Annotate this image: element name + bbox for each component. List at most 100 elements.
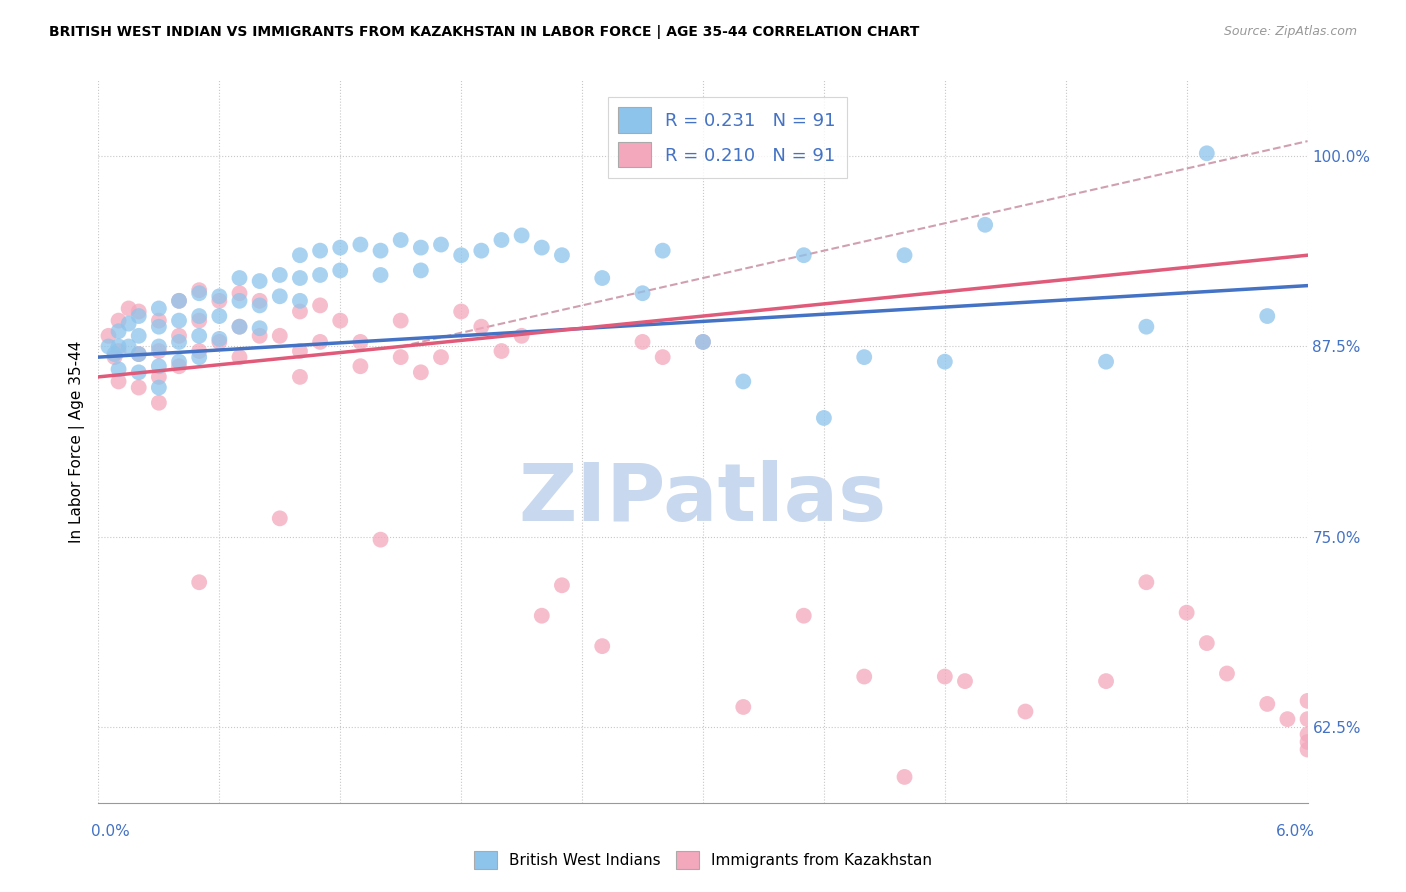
Point [309, 334, 332, 349]
Point [188, 344, 211, 359]
Point [409, 263, 432, 277]
Point [853, 350, 876, 364]
Point [692, 334, 714, 349]
Text: 6.0%: 6.0% [1275, 824, 1315, 838]
Point [370, 244, 392, 258]
Point [128, 309, 150, 323]
Point [167, 313, 190, 327]
Point [793, 248, 815, 262]
Point [329, 313, 352, 327]
Point [288, 304, 311, 318]
Point [167, 354, 190, 368]
Point [1135, 319, 1157, 334]
Point [409, 365, 432, 379]
Point [208, 293, 231, 308]
Point [1256, 309, 1278, 323]
Point [1277, 712, 1299, 726]
Point [389, 313, 412, 327]
Point [934, 669, 956, 683]
Point [1095, 354, 1118, 368]
Point [692, 334, 714, 349]
Point [591, 639, 613, 653]
Point [288, 271, 311, 285]
Point [370, 533, 392, 547]
Point [128, 380, 150, 394]
Point [249, 328, 271, 343]
Point [167, 293, 190, 308]
Point [309, 298, 332, 312]
Point [934, 354, 956, 368]
Point [118, 317, 141, 331]
Point [188, 309, 211, 323]
Point [349, 237, 371, 252]
Point [228, 319, 250, 334]
Text: ZIPatlas: ZIPatlas [519, 460, 887, 539]
Text: BRITISH WEST INDIAN VS IMMIGRANTS FROM KAZAKHSTAN IN LABOR FORCE | AGE 35-44 COR: BRITISH WEST INDIAN VS IMMIGRANTS FROM K… [49, 25, 920, 39]
Point [103, 350, 125, 364]
Point [491, 233, 513, 247]
Point [107, 344, 129, 359]
Point [491, 344, 513, 359]
Legend: R = 0.231   N = 91, R = 0.210   N = 91: R = 0.231 N = 91, R = 0.210 N = 91 [607, 96, 846, 178]
Point [269, 511, 291, 525]
Point [389, 350, 412, 364]
Point [631, 286, 654, 301]
Point [107, 339, 129, 353]
Point [148, 359, 170, 374]
Point [288, 370, 311, 384]
Point [148, 313, 170, 327]
Point [128, 347, 150, 361]
Point [1296, 742, 1319, 756]
Point [1296, 712, 1319, 726]
Y-axis label: In Labor Force | Age 35-44: In Labor Force | Age 35-44 [69, 341, 84, 542]
Point [450, 304, 472, 318]
Point [470, 319, 492, 334]
Point [228, 286, 250, 301]
Point [128, 328, 150, 343]
Point [188, 286, 211, 301]
Point [309, 244, 332, 258]
Point [893, 248, 915, 262]
Point [349, 359, 371, 374]
Point [249, 274, 271, 288]
Point [551, 578, 574, 592]
Point [148, 319, 170, 334]
Point [329, 263, 352, 277]
Point [148, 380, 170, 394]
Point [1296, 694, 1319, 708]
Point [228, 350, 250, 364]
Point [893, 770, 915, 784]
Point [97, 339, 120, 353]
Point [269, 289, 291, 303]
Point [107, 313, 129, 327]
Point [1216, 666, 1239, 681]
Point [450, 248, 472, 262]
Point [228, 319, 250, 334]
Point [1256, 697, 1278, 711]
Point [953, 674, 976, 689]
Point [128, 365, 150, 379]
Point [148, 370, 170, 384]
Point [249, 293, 271, 308]
Point [974, 218, 997, 232]
Point [128, 304, 150, 318]
Point [430, 237, 453, 252]
Point [97, 328, 120, 343]
Point [1195, 146, 1218, 161]
Point [651, 244, 673, 258]
Point [167, 328, 190, 343]
Point [651, 350, 673, 364]
Point [167, 293, 190, 308]
Point [208, 309, 231, 323]
Point [167, 359, 190, 374]
Point [288, 293, 311, 308]
Point [409, 241, 432, 255]
Point [107, 324, 129, 338]
Point [188, 575, 211, 590]
Point [269, 268, 291, 282]
Point [1014, 705, 1036, 719]
Point [1296, 727, 1319, 741]
Point [118, 339, 141, 353]
Point [1195, 636, 1218, 650]
Point [551, 248, 574, 262]
